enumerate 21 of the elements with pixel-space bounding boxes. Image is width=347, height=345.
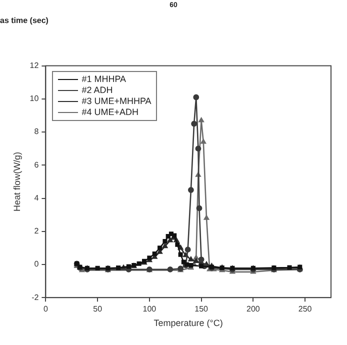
y-axis-title: Heat flow(W/g) — [12, 152, 22, 212]
y-tick-label: 2 — [34, 226, 40, 236]
x-tick-label: 100 — [142, 304, 157, 314]
y-tick-label: 8 — [34, 127, 40, 136]
text: as time (sec) — [0, 16, 48, 25]
y-tick-label: 12 — [30, 61, 40, 70]
x-tick-label: 150 — [194, 304, 209, 314]
legend-label: #3 UME+MHHPA — [82, 96, 152, 107]
x-tick-label: 0 — [43, 304, 48, 314]
x-tick-label: 50 — [93, 304, 103, 314]
y-tick-label: 6 — [34, 160, 40, 170]
x-axis-title: Temperature (°C) — [154, 318, 223, 328]
y-tick-label: 4 — [34, 193, 40, 202]
legend-label: #4 UME+ADH — [82, 106, 138, 118]
legend-label: #2 ADH — [82, 84, 113, 96]
y-tick-label: 0 — [34, 260, 40, 269]
x-tick-label: 250 — [298, 304, 312, 314]
y-tick-label: -2 — [32, 292, 40, 302]
y-tick-label: 10 — [30, 94, 40, 104]
x-tick-label: 200 — [246, 304, 260, 314]
legend-label: #1 MHHPA — [82, 74, 126, 85]
